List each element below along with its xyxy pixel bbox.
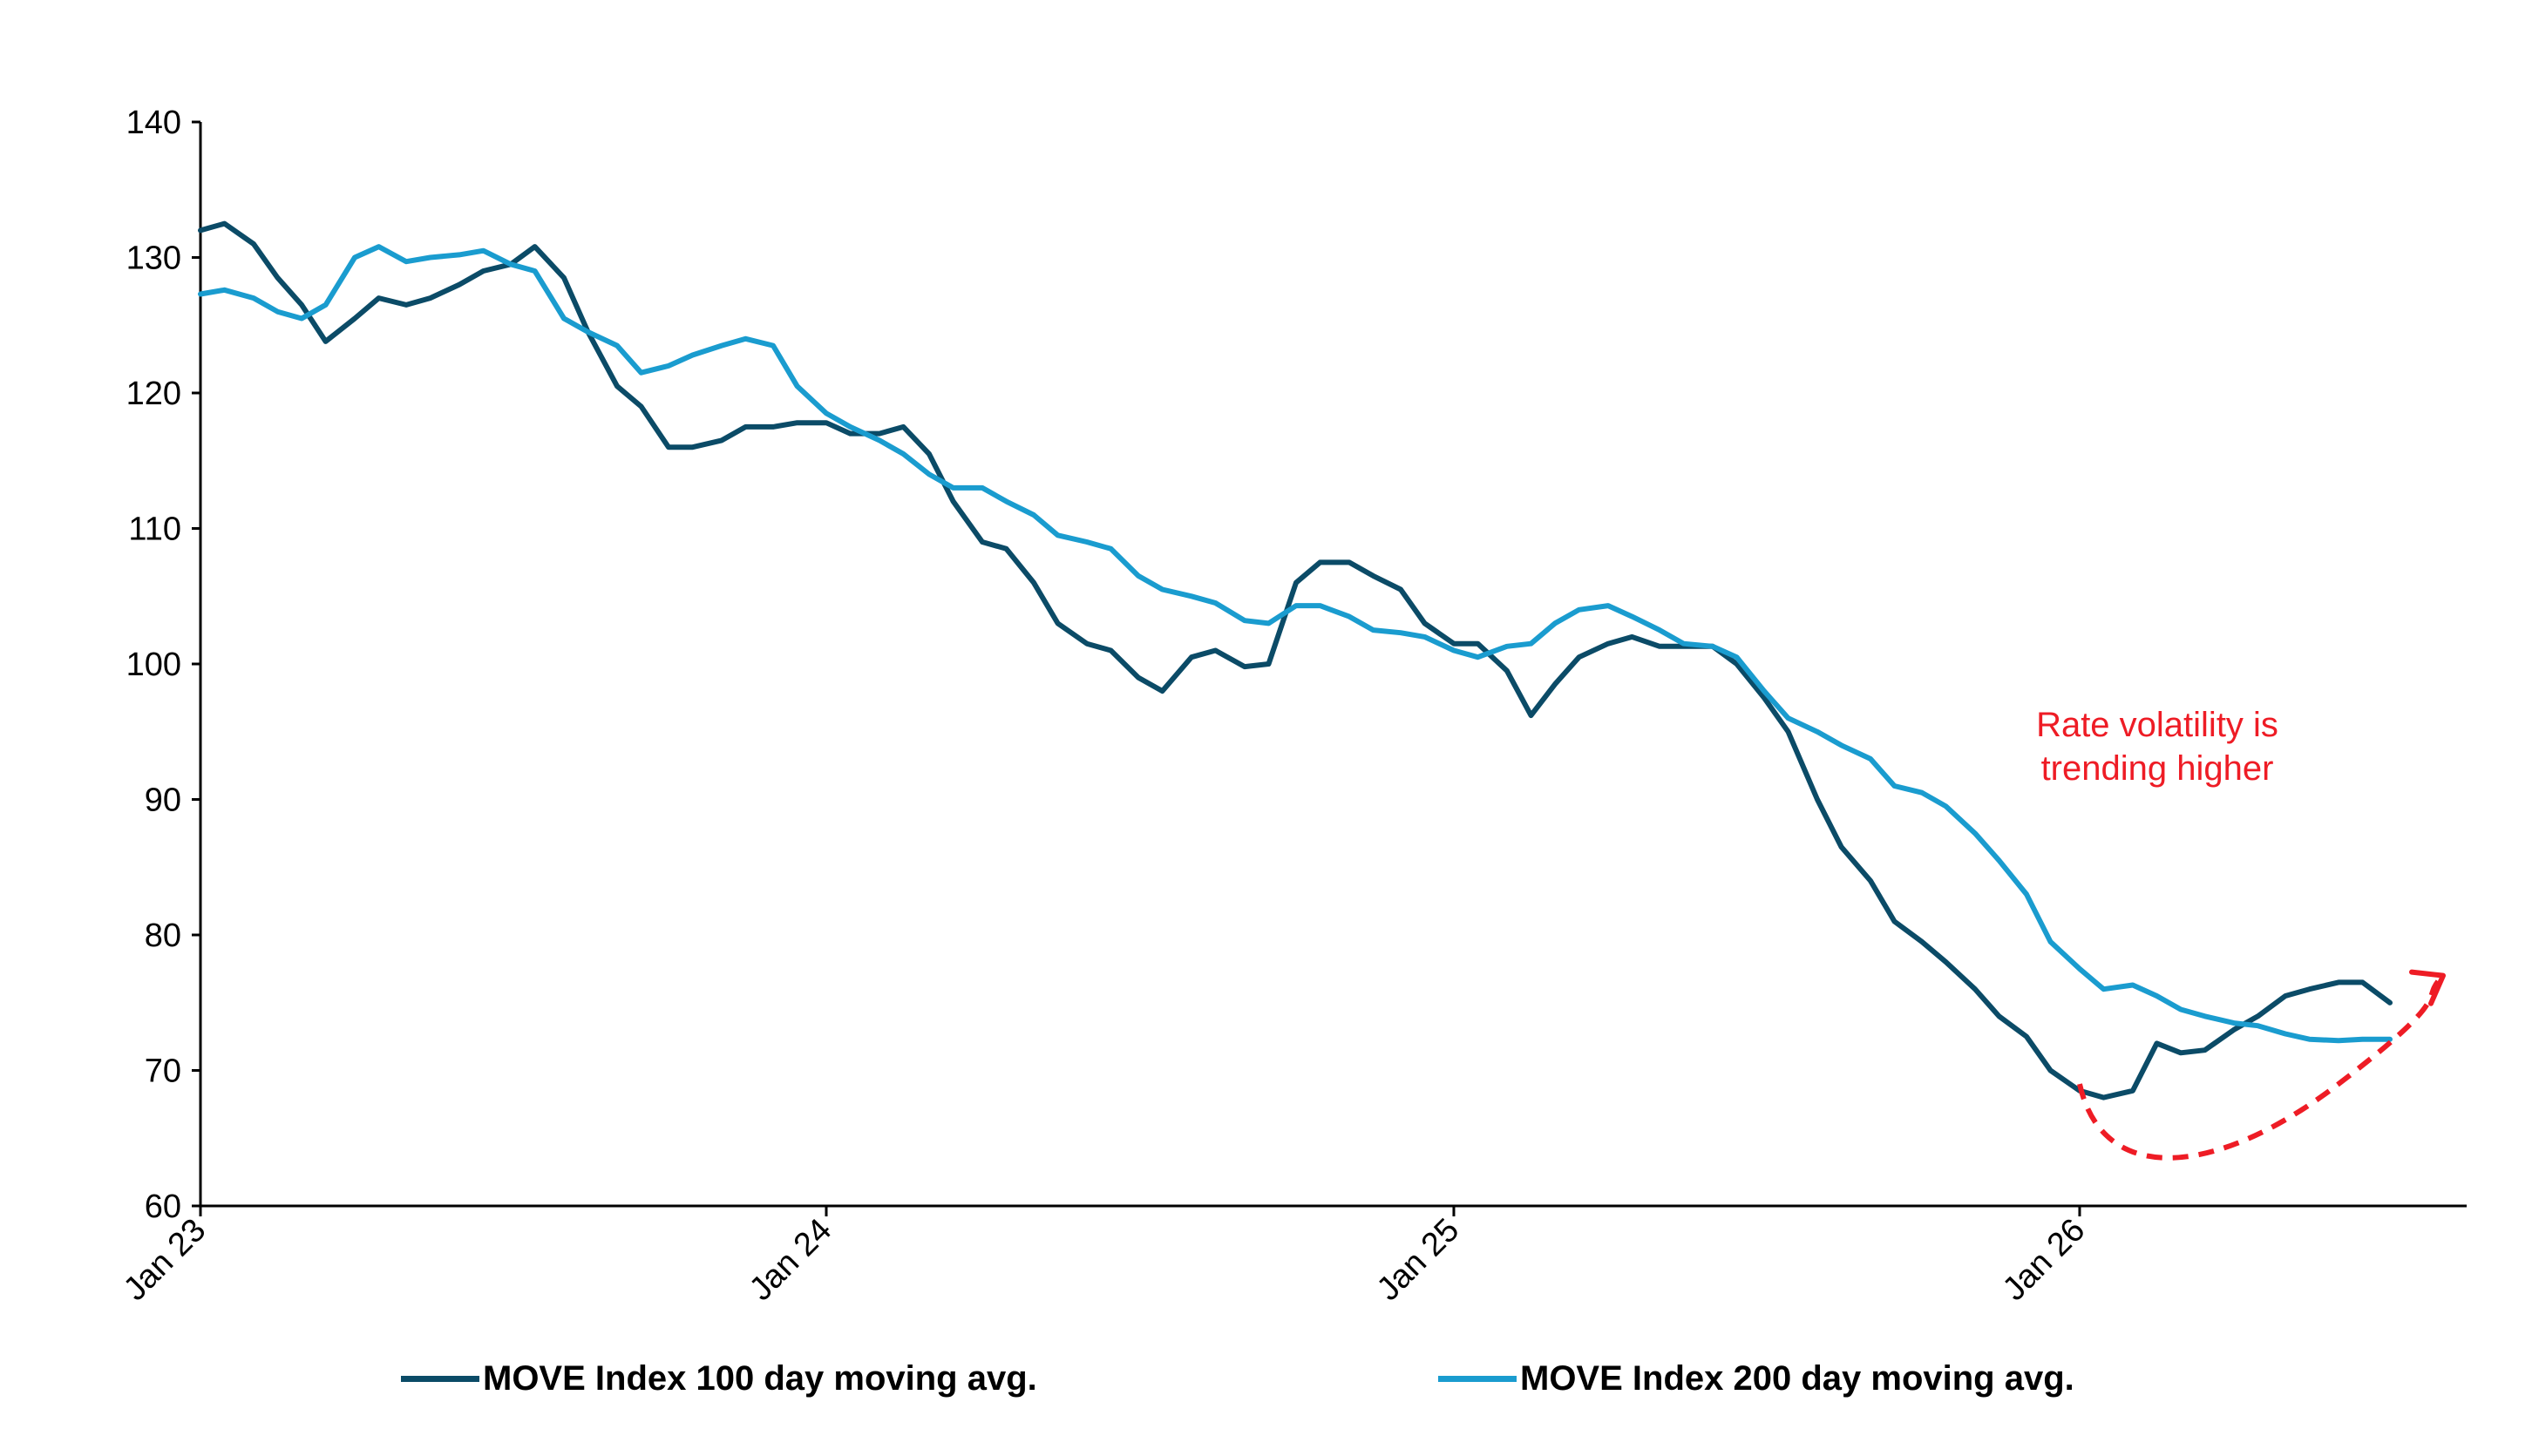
y-tick-label: 70 bbox=[145, 1053, 181, 1090]
series-layer bbox=[198, 220, 2393, 1100]
annotation-layer: Rate volatility is trending higher bbox=[2036, 706, 2446, 1161]
y-axis: 60 70 80 90 100 110 120 130 140 bbox=[126, 105, 202, 1225]
trend-arrow-line bbox=[2077, 973, 2446, 1161]
x-tick-label: Jan 25 bbox=[1370, 1212, 1466, 1308]
legend-swatch-200-day bbox=[1438, 1376, 1517, 1382]
x-tick-label: Jan 24 bbox=[743, 1212, 838, 1308]
annotation-text: Rate volatility is trending higher bbox=[2036, 706, 2278, 788]
annotation-line: trending higher bbox=[2041, 749, 2274, 788]
legend-swatch-100-day bbox=[401, 1376, 479, 1382]
trend-arrowhead bbox=[2408, 969, 2446, 1006]
legend-label-200-day: MOVE Index 200 day moving avg. bbox=[1520, 1359, 2074, 1398]
annotation-line: Rate volatility is bbox=[2036, 706, 2278, 744]
y-tick-label: 60 bbox=[145, 1189, 181, 1225]
x-tick-label: Jan 26 bbox=[1996, 1212, 2092, 1308]
y-tick-label: 110 bbox=[128, 511, 181, 548]
legend-item-100-day: MOVE Index 100 day moving avg. bbox=[401, 1359, 1037, 1398]
y-tick-label: 140 bbox=[126, 105, 181, 141]
x-tick-label: Jan 23 bbox=[117, 1212, 213, 1308]
series-200-day-line bbox=[198, 244, 2393, 1044]
y-tick-label: 80 bbox=[145, 918, 181, 954]
series-100-day-line bbox=[198, 220, 2393, 1100]
legend-label-100-day: MOVE Index 100 day moving avg. bbox=[483, 1359, 1037, 1398]
legend-item-200-day: MOVE Index 200 day moving avg. bbox=[1438, 1359, 2074, 1398]
x-axis: Jan 23 Jan 24 Jan 25 Jan 26 bbox=[117, 1204, 2467, 1308]
y-tick-label: 90 bbox=[145, 782, 181, 819]
y-tick-label: 130 bbox=[126, 240, 181, 277]
y-tick-label: 100 bbox=[126, 647, 181, 683]
y-tick-label: 120 bbox=[126, 376, 181, 412]
